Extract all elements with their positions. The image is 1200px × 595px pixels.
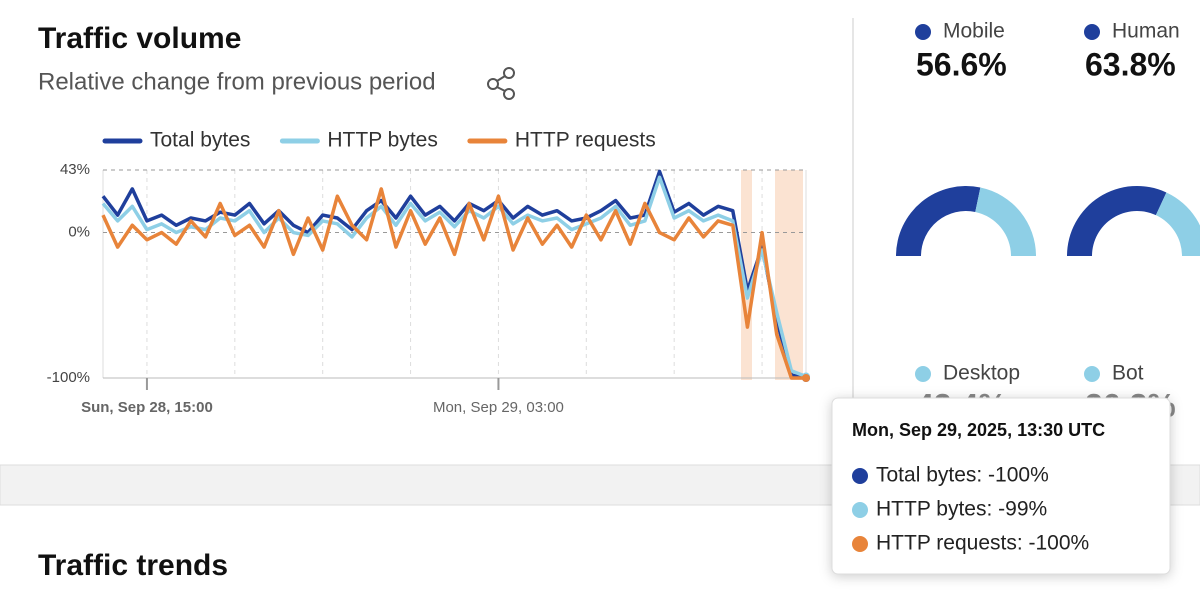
legend-dot xyxy=(1084,24,1100,40)
x-tick-label: Mon, Sep 29, 03:00 xyxy=(433,399,564,416)
y-tick-label: 43% xyxy=(60,161,90,178)
legend-label: HTTP requests xyxy=(515,129,656,152)
tooltip-item: Total bytes: -100% xyxy=(876,464,1049,487)
legend-dot xyxy=(915,366,931,382)
tooltip-box xyxy=(831,397,1171,575)
x-tick-label: Sun, Sep 28, 15:00 xyxy=(81,399,213,416)
donut-segment xyxy=(896,186,981,256)
panel-subtitle: Relative change from previous period xyxy=(38,68,436,95)
tooltip-item: HTTP bytes: -99% xyxy=(876,498,1047,521)
legend-dot xyxy=(915,24,931,40)
tooltip-dot xyxy=(852,502,868,518)
share-icon[interactable] xyxy=(487,67,515,100)
tooltip-item: HTTP requests: -100% xyxy=(876,532,1089,555)
section-title: Traffic trends xyxy=(38,549,228,582)
breakdown-value: 63.8% xyxy=(1085,46,1176,82)
anomaly-band xyxy=(775,170,803,380)
y-tick-label: 0% xyxy=(68,224,90,241)
anomaly-band xyxy=(741,170,752,380)
series-line xyxy=(101,175,807,379)
legend-label: Total bytes xyxy=(150,129,250,152)
tooltip: Mon, Sep 29, 2025, 13:30 UTC Total bytes… xyxy=(831,397,1171,575)
breakdown-name: Desktop xyxy=(943,362,1020,385)
tooltip-dot xyxy=(852,536,868,552)
line-chart: -100% 0% 43% Sun, Sep 28, 15:00 Mon, Sep 29,… xyxy=(47,161,810,416)
legend-label: HTTP bytes xyxy=(327,129,437,152)
breakdown-name: Mobile xyxy=(943,20,1005,43)
breakdown-name: Human xyxy=(1112,20,1180,43)
legend-dot xyxy=(1084,366,1100,382)
tooltip-title: Mon, Sep 29, 2025, 13:30 UTC xyxy=(852,420,1105,440)
donut-segment xyxy=(1067,185,1167,256)
breakdown-name: Bot xyxy=(1112,362,1144,385)
hover-point xyxy=(802,374,810,382)
y-tick-label: -100% xyxy=(47,369,90,386)
breakdown-value: 56.6% xyxy=(916,46,1007,82)
donut-segment xyxy=(975,187,1036,256)
series-line xyxy=(101,187,806,380)
tooltip-dot xyxy=(852,468,868,484)
donut-segment xyxy=(1155,192,1200,256)
series-line xyxy=(101,169,807,380)
panel-title: Traffic volume xyxy=(38,22,241,55)
breakdowns: Mobile56.6%Desktop43.4%Human63.8%Bot36.2… xyxy=(896,20,1200,423)
